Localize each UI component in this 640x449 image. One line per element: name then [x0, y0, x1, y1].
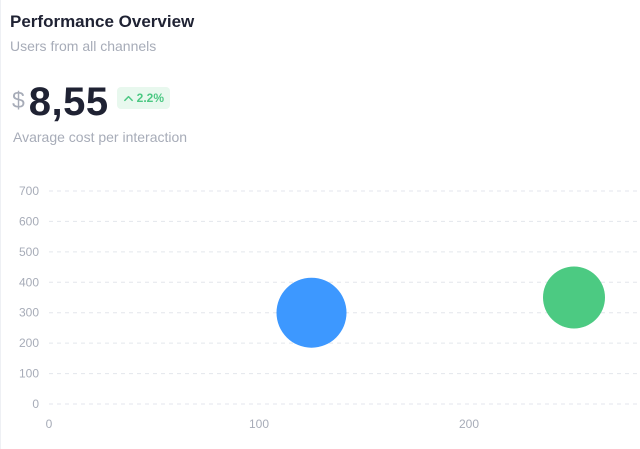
bubble-point-1[interactable] — [276, 277, 347, 348]
y-tick-label: 200 — [19, 336, 39, 350]
change-badge: 2.2% — [116, 87, 171, 109]
chart-grid — [49, 190, 637, 405]
y-tick-label: 600 — [19, 214, 39, 228]
y-axis-ticks: 0 100 200 300 400 500 600 700 — [19, 184, 39, 411]
x-tick-label: 200 — [459, 417, 479, 431]
x-tick-label: 0 — [46, 417, 53, 431]
y-tick-label: 100 — [19, 367, 39, 381]
x-tick-label: 100 — [249, 417, 269, 431]
y-tick-label: 400 — [19, 275, 39, 289]
kpi-value: 8,55 — [28, 79, 109, 124]
change-value: 2.2% — [136, 91, 165, 105]
currency-symbol: $ — [12, 86, 25, 113]
chart-points — [276, 266, 605, 348]
kpi-row: $ 8,55 2.2% — [12, 78, 171, 126]
card-subtitle: Users from all channels — [10, 38, 157, 54]
y-tick-label: 700 — [19, 184, 39, 198]
y-tick-label: 500 — [19, 245, 39, 259]
x-axis-ticks: 0 100 200 — [46, 417, 480, 431]
kpi-label: Avarage cost per interaction — [13, 129, 188, 145]
y-tick-label: 300 — [19, 306, 39, 320]
bubble-point-2[interactable] — [543, 266, 605, 329]
y-tick-label: 0 — [32, 397, 39, 411]
arrow-up-icon — [123, 95, 133, 101]
card-title: Performance Overview — [10, 12, 195, 31]
bubble-chart: 0 100 200 300 400 500 600 700 0 100 200 — [19, 184, 637, 431]
